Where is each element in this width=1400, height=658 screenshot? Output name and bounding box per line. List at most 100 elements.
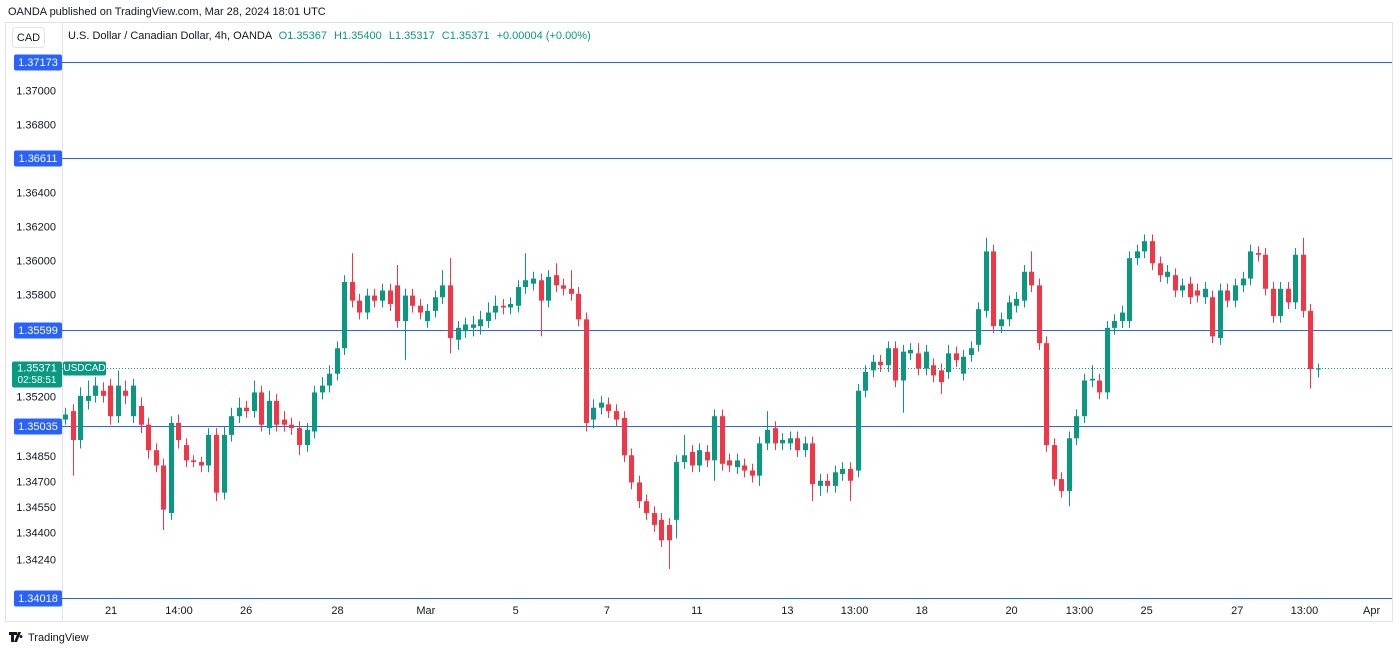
candle-body [810,443,815,485]
candle-body [1286,288,1291,303]
candle-body [1067,438,1072,491]
candle-body [410,295,415,306]
candle-body [644,501,649,514]
candle-body [637,482,642,502]
candle-body [486,312,491,322]
candle-body [856,390,861,471]
candle-body [803,443,808,451]
x-tick-label: 27 [1231,605,1243,617]
candle-body [108,385,113,417]
x-tick-label: Apr [1363,605,1380,617]
candle-body [501,305,506,308]
candle-body [991,251,996,327]
candle-body [252,392,257,412]
candle-body [259,392,264,425]
y-tick-label: 1.37000 [16,86,56,98]
candle-body [471,324,476,328]
candle-body [682,455,687,463]
candle-body [795,438,800,451]
level-label: 1.37173 [18,57,58,69]
candle-body [448,285,453,339]
candle-body [629,455,634,483]
symbol-title: U.S. Dollar / Canadian Dollar, 4h, OANDA [68,30,273,42]
publish-note: OANDA published on TradingView.com, Mar … [8,6,326,18]
candle-body [1014,298,1019,306]
legend-close: C1.35371 [442,30,490,42]
x-tick-label: 13 [781,605,793,617]
last-price-label: 1.35371 [17,362,57,374]
level-label: 1.35035 [18,421,58,433]
candle-body [169,422,174,514]
candle-body [101,390,106,396]
brand-name: TradingView [28,632,89,644]
candle-body [116,385,121,417]
candle-body [788,438,793,444]
candle-body [825,480,830,486]
candle-body [780,439,785,444]
candle-body [86,395,91,401]
countdown-label: 02:58:51 [18,375,57,386]
candle-body [1074,416,1079,439]
symbol-tag-box [63,361,106,376]
candle-body [1105,327,1110,393]
candle-body [395,285,400,322]
x-tick-label: 11 [691,605,702,617]
candle-body [931,365,936,376]
candle-body [1263,254,1268,289]
candle-body [63,414,68,420]
candle-body [908,349,913,354]
candle-body [1135,251,1140,259]
candle-body [1293,254,1298,303]
candle-body [848,468,853,481]
candle-body [78,395,83,440]
candle-body [878,361,883,366]
candle-body [750,470,755,476]
y-tick-label: 1.36800 [16,120,56,132]
candle-body [176,422,181,440]
candle-body [139,406,144,425]
candle-body [561,285,566,289]
candle-body [305,429,310,446]
candle-body [229,416,234,435]
candle-body [939,370,944,383]
candle-body [1112,321,1117,328]
candle-body [984,251,989,311]
candle-body [659,519,664,541]
candle-body [244,407,249,412]
candle-body [1150,241,1155,264]
candle-body [222,434,227,493]
level-label-box [14,54,62,71]
candle-body [214,434,219,493]
level-label: 1.34018 [18,593,58,605]
level-label-box [14,150,62,167]
candle-body [1308,310,1313,370]
candle-body [901,351,906,381]
x-tick-label: 21 [105,605,117,617]
candle-body [735,460,740,468]
y-tick-label: 1.34700 [16,476,56,488]
candle-body [93,385,98,396]
y-tick-label: 1.36000 [16,255,56,267]
candle-body [1037,285,1042,344]
candle-body [1210,297,1215,337]
candle-body [705,451,710,461]
candle-body [1188,283,1193,298]
candle-body [1082,380,1087,417]
candle-body [924,351,929,369]
candle-body [191,460,196,463]
currency-label: CAD [17,32,40,44]
candle-body [1007,302,1012,320]
candle-body [199,462,204,466]
y-tick-label: 1.34850 [16,451,56,463]
candle-body [403,295,408,322]
candle-body [833,472,838,486]
candle-body [1052,445,1057,480]
candle-body [282,419,287,425]
last-price-box [12,361,62,388]
candle-body [1165,271,1170,277]
candle-body [531,278,536,284]
candle-body [523,280,528,288]
candle-body [357,300,362,313]
candle-body [622,417,627,456]
candle-body [1180,285,1185,291]
